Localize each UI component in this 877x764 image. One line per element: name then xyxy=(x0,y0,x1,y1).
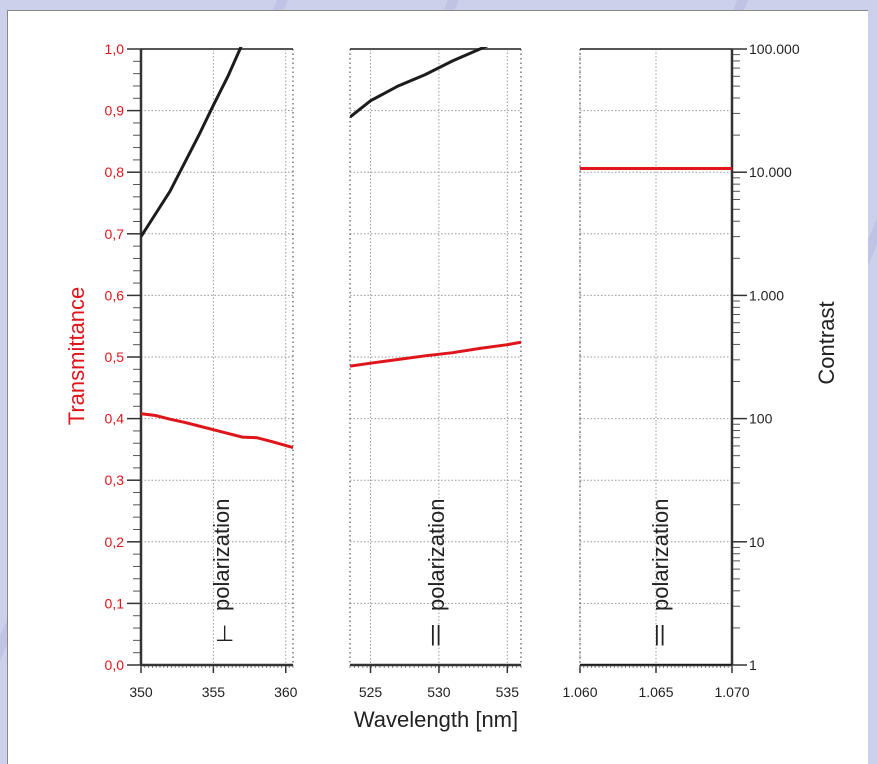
polarization-label: polarization xyxy=(209,498,234,611)
transmittance-contrast-chart: 0,0 0,1 0,2 0,3 0,4 0,5 0,6 0,7 0,8 0,9 1,0 1 10 100 1… xyxy=(64,41,839,732)
x-axis-title: Wavelength [nm] xyxy=(354,707,518,732)
y-axis-title: Transmittance xyxy=(64,287,89,426)
x-tick-label: 535 xyxy=(496,684,520,700)
x-tick-label: 525 xyxy=(359,684,383,700)
y2-tick-label: 10 xyxy=(749,534,765,550)
x-tick-label: 1.060 xyxy=(562,684,597,700)
polarization-symbol: || xyxy=(654,621,665,646)
y2-tick-label: 100 xyxy=(749,411,773,427)
contrast-series-line xyxy=(141,47,243,238)
y-tick-label: 0,9 xyxy=(105,103,125,119)
y-tick-label: 0,4 xyxy=(105,411,125,427)
transmittance-series-line xyxy=(141,412,293,450)
x-tick-label: 360 xyxy=(274,684,298,700)
contrast-series-line xyxy=(350,47,489,119)
y-tick-label: 0,7 xyxy=(105,226,125,242)
y-tick-label: 0,8 xyxy=(105,164,125,180)
polarization-annotation: ⊥ polarization xyxy=(209,498,234,646)
polarization-label: polarization xyxy=(424,498,449,611)
y-tick-label: 0,2 xyxy=(105,534,125,550)
y-tick-label: 0,0 xyxy=(105,657,125,673)
polarization-symbol: || xyxy=(430,621,441,646)
x-tick-label: 350 xyxy=(129,684,153,700)
y-tick-label: 0,6 xyxy=(105,287,125,303)
chart-panel: 0,0 0,1 0,2 0,3 0,4 0,5 0,6 0,7 0,8 0,9 1,0 1 10 100 1… xyxy=(7,10,868,764)
y2-axis-title: Contrast xyxy=(814,301,839,384)
x-tick-label: 1.070 xyxy=(714,684,749,700)
y-tick-label: 0,5 xyxy=(105,349,125,365)
y-tick-label: 0,3 xyxy=(105,472,125,488)
y-tick-label: 1,0 xyxy=(105,41,125,57)
x-tick-label: 355 xyxy=(202,684,226,700)
y2-tick-label: 1 xyxy=(749,657,757,673)
y2-tick-label: 10.000 xyxy=(749,164,792,180)
polarization-annotation: || polarization xyxy=(648,498,673,646)
y2-tick-label: 1.000 xyxy=(749,287,784,303)
x-tick-label: 1.065 xyxy=(638,684,673,700)
polarization-symbol: ⊥ xyxy=(215,621,234,646)
transmittance-series-line xyxy=(350,340,521,368)
x-tick-label: 530 xyxy=(427,684,451,700)
y2-tick-label: 100.000 xyxy=(749,41,800,57)
polarization-annotation: || polarization xyxy=(424,498,449,646)
polarization-label: polarization xyxy=(648,498,673,611)
y-tick-label: 0,1 xyxy=(105,595,125,611)
